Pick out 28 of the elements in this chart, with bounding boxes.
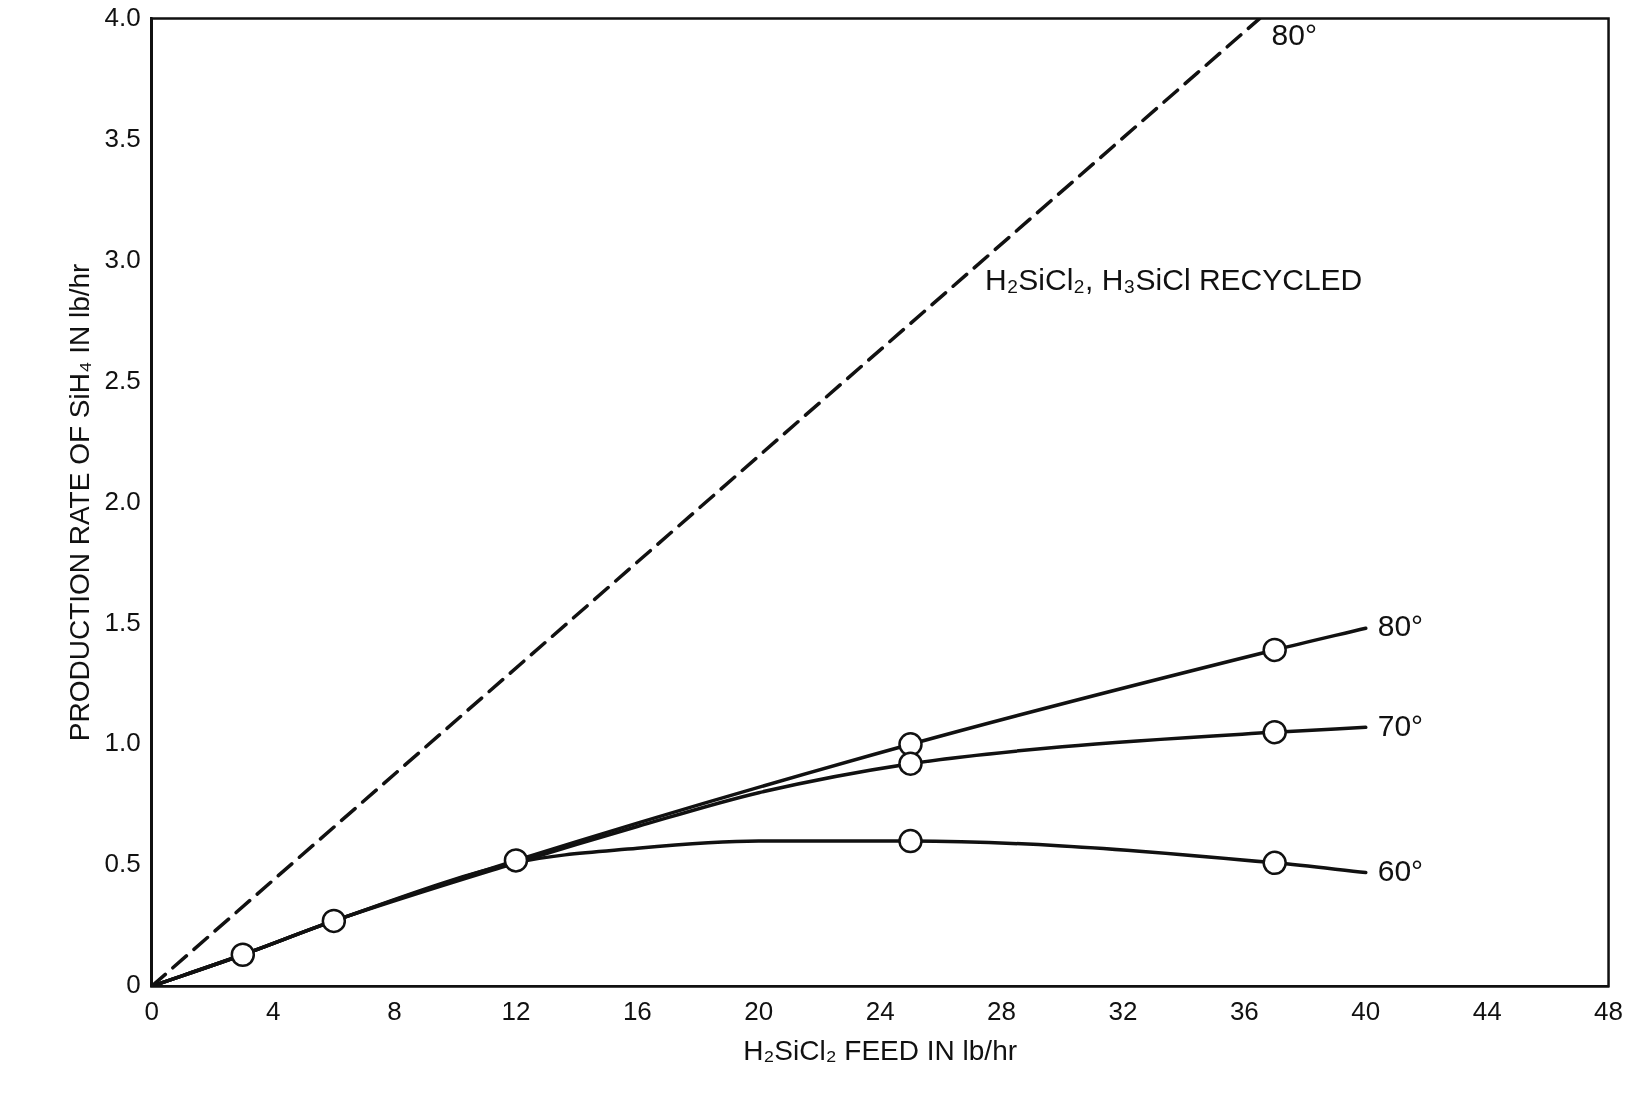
x-tick-label: 16 — [622, 995, 652, 1026]
x-tick-label: 20 — [744, 995, 774, 1026]
y-tick-label: 1.5 — [104, 606, 141, 637]
x-tick-label: 48 — [1594, 995, 1623, 1026]
y-axis-title: PRODUCTION RATE OF SiH₄ IN lb/hr — [63, 263, 95, 742]
y-tick-label: 2.0 — [104, 485, 141, 516]
y-tick-label: 0 — [126, 969, 141, 1000]
x-tick-label: 28 — [987, 995, 1016, 1026]
x-tick-label: 36 — [1229, 995, 1259, 1026]
y-tick-label: 1.0 — [104, 727, 141, 758]
y-tick-label: 4.0 — [104, 1, 141, 32]
y-tick-label: 3.0 — [104, 243, 141, 274]
y-tick-label: 2.5 — [104, 364, 141, 395]
x-axis-title: H₂SiCl₂ FEED IN lb/hr — [743, 1034, 1018, 1066]
x-tick-label: 24 — [865, 995, 895, 1026]
x-tick-label: 40 — [1351, 995, 1381, 1026]
annotation: H₂SiCl₂, H₃SiCl RECYCLED — [985, 263, 1363, 297]
y-tick-label: 3.5 — [104, 122, 141, 153]
x-tick-label: 8 — [387, 995, 402, 1026]
series-label: 60° — [1377, 853, 1424, 887]
series-label: 80° — [1377, 609, 1424, 643]
x-tick-label: 4 — [265, 995, 281, 1026]
series-label: 80° — [1271, 17, 1317, 51]
x-tick-label: 12 — [501, 995, 531, 1026]
y-tick-label: 0.5 — [104, 848, 141, 879]
x-tick-label: 32 — [1108, 995, 1138, 1026]
series-label: 70° — [1377, 708, 1424, 742]
x-tick-label: 44 — [1472, 995, 1502, 1026]
